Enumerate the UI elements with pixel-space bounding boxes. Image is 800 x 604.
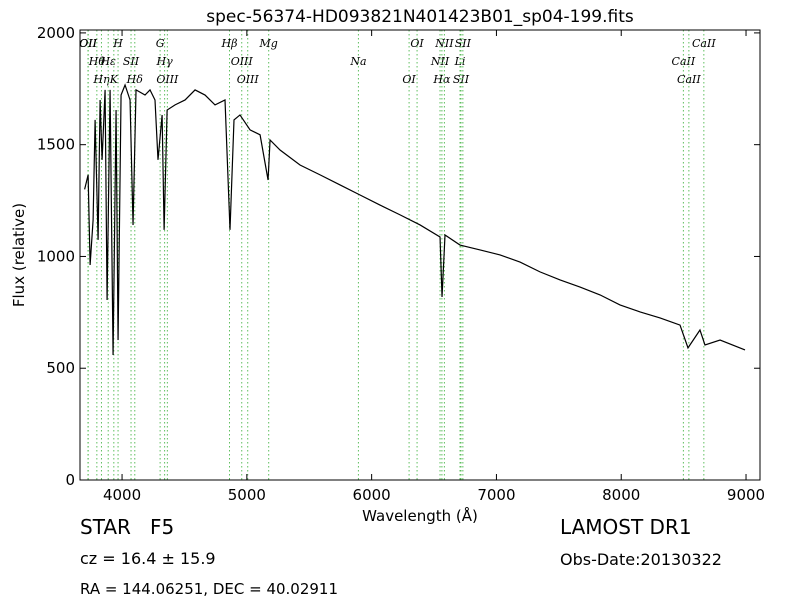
spectral-line-label: OI	[402, 73, 416, 86]
x-tick-label: 4000	[103, 486, 141, 504]
spectral-line-label: NII	[434, 37, 454, 50]
spectral-line-label: Hγ	[156, 55, 174, 68]
spectral-line-label: Hθ	[88, 55, 106, 68]
spectral-line-label: G	[156, 37, 165, 50]
spectral-line-label: K	[109, 73, 119, 86]
x-tick-label: 9000	[727, 486, 765, 504]
x-tick-label: 5000	[228, 486, 266, 504]
spectral-line-label: Hδ	[126, 73, 144, 86]
spectral-line-label: OII	[79, 37, 97, 50]
spectral-line-label: CaII	[672, 55, 696, 68]
spectral-line-label: OIII	[237, 73, 260, 86]
x-tick-label: 7000	[477, 486, 515, 504]
y-tick-label: 1500	[37, 136, 75, 154]
y-tick-label: 500	[46, 359, 75, 377]
annotation: LAMOST DR1	[560, 515, 692, 539]
annotation: cz = 16.4 ± 15.9	[80, 549, 216, 568]
spectral-line-label: SII	[453, 73, 470, 86]
chart-title: spec-56374-HD093821N401423B01_sp04-199.f…	[206, 7, 634, 27]
spectral-line-label: Hε	[99, 55, 116, 68]
y-axis-label: Flux (relative)	[10, 203, 28, 307]
y-tick-label: 1000	[37, 247, 75, 265]
x-tick-label: 8000	[602, 486, 640, 504]
spectral-line-label: SII	[123, 55, 140, 68]
annotation: STAR F5	[80, 515, 174, 539]
spectral-line-label: Hη	[92, 73, 110, 86]
spectral-line-label: NII	[430, 55, 450, 68]
spectral-line-label: H	[112, 37, 123, 50]
y-tick-label: 2000	[37, 24, 75, 42]
annotation: RA = 144.06251, DEC = 40.02911	[80, 580, 338, 598]
spectral-line-label: OIII	[156, 73, 179, 86]
spectral-line-label: CaII	[692, 37, 716, 50]
x-axis-label: Wavelength (Å)	[362, 506, 478, 525]
spectral-line-label: SII	[455, 37, 472, 50]
spectral-line-label: OIII	[231, 55, 254, 68]
spectral-line-label: OI	[410, 37, 424, 50]
annotation: Obs-Date:20130322	[560, 550, 722, 569]
spectrum-line	[84, 83, 746, 356]
plot-frame	[79, 29, 761, 481]
spectral-line-label: Hα	[432, 73, 451, 86]
spectral-line-label: CaII	[677, 73, 701, 86]
spectral-line-label: Mg	[259, 37, 278, 50]
spectral-line-label: Li	[454, 55, 466, 68]
y-tick-label: 0	[65, 471, 75, 489]
spectral-line-label: Hβ	[221, 37, 238, 50]
x-tick-label: 6000	[353, 486, 391, 504]
spectral-line-label: Na	[349, 55, 366, 68]
